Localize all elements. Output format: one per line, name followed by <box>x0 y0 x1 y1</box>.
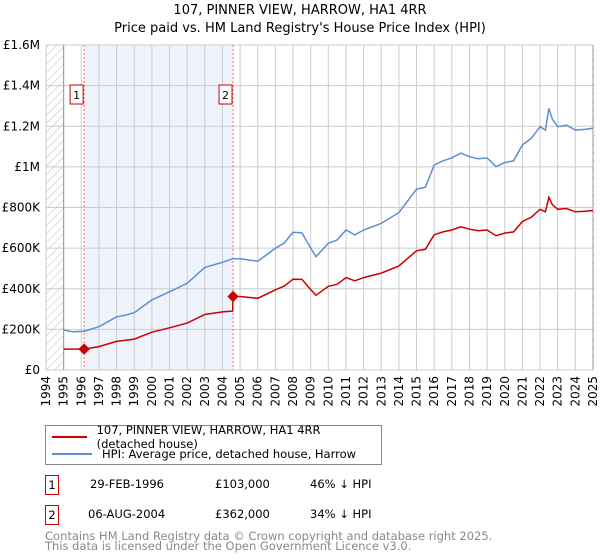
legend-swatch-price <box>52 436 87 438</box>
annotation-label: 2 <box>222 89 229 102</box>
transaction-number: 1 <box>45 475 59 495</box>
legend-item-price: 107, PINNER VIEW, HARROW, HA1 4RR (detac… <box>46 423 381 451</box>
x-tick-label: 2020 <box>498 376 512 407</box>
x-tick-label: 2025 <box>586 376 600 407</box>
x-tick-label: 2007 <box>268 376 282 407</box>
x-tick-label: 2016 <box>427 376 441 407</box>
y-tick-label: £600K <box>2 241 42 255</box>
y-tick-label: £1.2M <box>3 119 40 133</box>
transaction-date: 06-AUG-2004 <box>88 507 166 521</box>
transaction-row: 2 06-AUG-2004 £362,000 34% ↓ HPI <box>45 505 445 525</box>
line-chart: 1994 1995 1996 1997 1998 1999 2000 2001 2002 2003… <box>2 38 600 407</box>
legend-label-hpi: HPI: Average price, detached house, Harr… <box>102 447 357 461</box>
x-tick-label: 2012 <box>357 376 371 407</box>
x-tick-label: 2010 <box>321 376 335 407</box>
y-tick-label: £0 <box>25 363 40 377</box>
legend-swatch-hpi <box>52 453 92 455</box>
footer: Contains HM Land Registry data © Crown c… <box>45 529 493 553</box>
x-tick-label: 2004 <box>215 376 229 407</box>
transaction-number: 2 <box>45 505 59 525</box>
price-paid-line <box>63 195 594 350</box>
transaction-delta: 34% ↓ HPI <box>310 507 372 521</box>
transaction-date: 29-FEB-1996 <box>90 477 164 491</box>
transaction-price: £362,000 <box>215 507 270 521</box>
annotation-label: 1 <box>73 89 80 102</box>
y-tick-label: £1.4M <box>3 79 40 93</box>
x-tick-label: 2024 <box>568 376 582 407</box>
y-tick-label: £200K <box>2 322 42 336</box>
footer-line-2: This data is licensed under the Open Gov… <box>45 539 412 553</box>
y-tick-label: £1.6M <box>3 38 40 52</box>
x-tick-label: 2017 <box>445 376 459 407</box>
x-tick-label: 2021 <box>515 376 529 407</box>
x-tick-label: 2008 <box>286 376 300 407</box>
transaction-delta: 46% ↓ HPI <box>310 477 372 491</box>
post-data-hatch <box>593 45 595 370</box>
annotation-box <box>69 84 84 105</box>
x-tick-label: 1996 <box>74 376 88 407</box>
x-tick-label: 2014 <box>392 376 406 407</box>
x-tick-label: 1994 <box>39 376 53 407</box>
sale-point <box>227 290 239 303</box>
x-tick-label: 1997 <box>92 376 106 407</box>
chart-title: 107, PINNER VIEW, HARROW, HA1 4RR <box>173 3 427 18</box>
transaction-row: 1 29-FEB-1996 £103,000 46% ↓ HPI <box>45 475 445 495</box>
x-tick-label: 2003 <box>198 376 212 407</box>
x-tick-label: 2005 <box>233 376 247 407</box>
hpi-line <box>63 108 594 333</box>
x-tick-label: 2013 <box>374 376 388 407</box>
x-tick-label: 2019 <box>480 376 494 407</box>
x-tick-label: 2011 <box>339 376 353 407</box>
legend: 107, PINNER VIEW, HARROW, HA1 4RR (detac… <box>45 423 382 465</box>
x-tick-label: 2022 <box>533 376 547 407</box>
x-tick-label: 1999 <box>127 376 141 407</box>
y-tick-label: £1M <box>14 160 40 174</box>
chart-subtitle: Price paid vs. HM Land Registry's House … <box>114 21 486 36</box>
x-tick-label: 2001 <box>163 376 177 407</box>
y-tick-label: £800K <box>2 201 42 215</box>
x-tick-label: 2002 <box>180 376 194 407</box>
y-tick-label: £400K <box>2 282 42 296</box>
x-tick-label: 2018 <box>462 376 476 407</box>
x-tick-label: 2009 <box>304 376 318 407</box>
x-tick-label: 1998 <box>110 376 124 407</box>
x-tick-label: 2023 <box>551 376 565 407</box>
x-tick-label: 1995 <box>57 376 71 407</box>
footer-line-1: Contains HM Land Registry data © Crown c… <box>45 529 493 543</box>
annotation-box <box>218 84 233 105</box>
x-tick-label: 2006 <box>251 376 265 407</box>
transaction-price: £103,000 <box>215 477 270 491</box>
x-tick-label: 2015 <box>410 376 424 407</box>
legend-item-hpi: HPI: Average price, detached house, Harr… <box>46 446 356 462</box>
x-tick-label: 2000 <box>145 376 159 407</box>
legend-label-price: 107, PINNER VIEW, HARROW, HA1 4RR (detac… <box>96 423 321 451</box>
